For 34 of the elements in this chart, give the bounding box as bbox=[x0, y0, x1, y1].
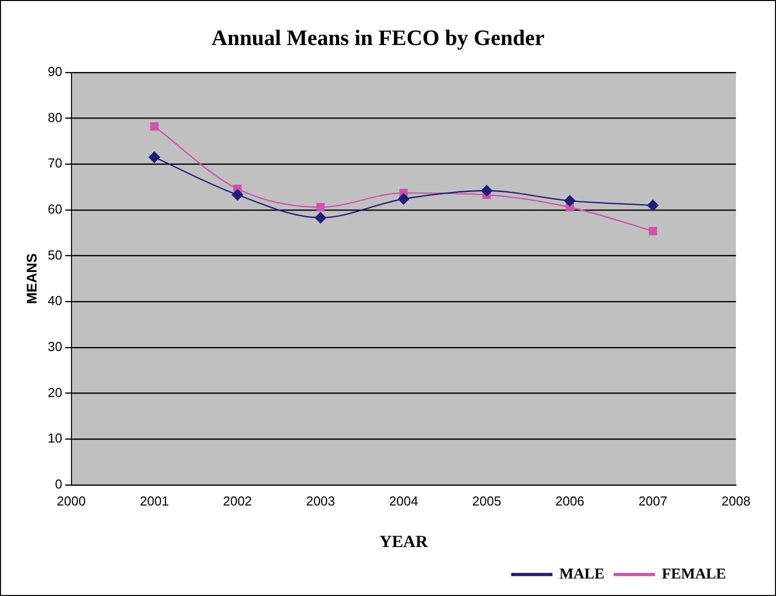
x-tick-label: 2000 bbox=[56, 493, 86, 508]
y-tick-label: 10 bbox=[48, 430, 62, 446]
legend-label: FEMALE bbox=[662, 566, 726, 582]
x-tick-label: 2001 bbox=[140, 493, 169, 508]
point bbox=[564, 195, 576, 206]
y-tick-label: 80 bbox=[48, 110, 62, 125]
y-tick-label: 30 bbox=[48, 339, 62, 354]
y-axis-title: MEANS bbox=[23, 253, 40, 304]
y-tick-label: 0 bbox=[55, 476, 62, 492]
point bbox=[232, 189, 244, 200]
point bbox=[398, 193, 410, 205]
point bbox=[150, 122, 159, 131]
point bbox=[647, 200, 659, 211]
x-tick-label: 2005 bbox=[472, 493, 502, 508]
x-tick-label: 2008 bbox=[722, 493, 750, 508]
y-tick-label: 70 bbox=[48, 156, 62, 171]
x-tick-label: 2007 bbox=[638, 493, 668, 508]
x-axis-title: YEAR bbox=[380, 532, 428, 552]
y-tick-label: 60 bbox=[48, 202, 62, 217]
legend-label: MALE bbox=[559, 566, 604, 582]
point bbox=[648, 226, 658, 236]
point bbox=[481, 185, 492, 196]
x-tick-label: 2006 bbox=[555, 493, 584, 508]
x-tick-label: 2002 bbox=[222, 493, 252, 508]
x-tick-label: 2004 bbox=[389, 493, 418, 508]
point bbox=[316, 202, 325, 212]
y-tick-label: 50 bbox=[48, 247, 62, 262]
chart-title: Annual Means in FECO by Gender bbox=[211, 24, 545, 50]
point bbox=[148, 152, 160, 163]
y-tick-label: 40 bbox=[48, 293, 62, 308]
y-tick-label: 90 bbox=[48, 64, 62, 79]
x-tick-label: 2003 bbox=[306, 493, 335, 508]
y-tick-label: 20 bbox=[48, 384, 62, 400]
point bbox=[314, 212, 326, 224]
